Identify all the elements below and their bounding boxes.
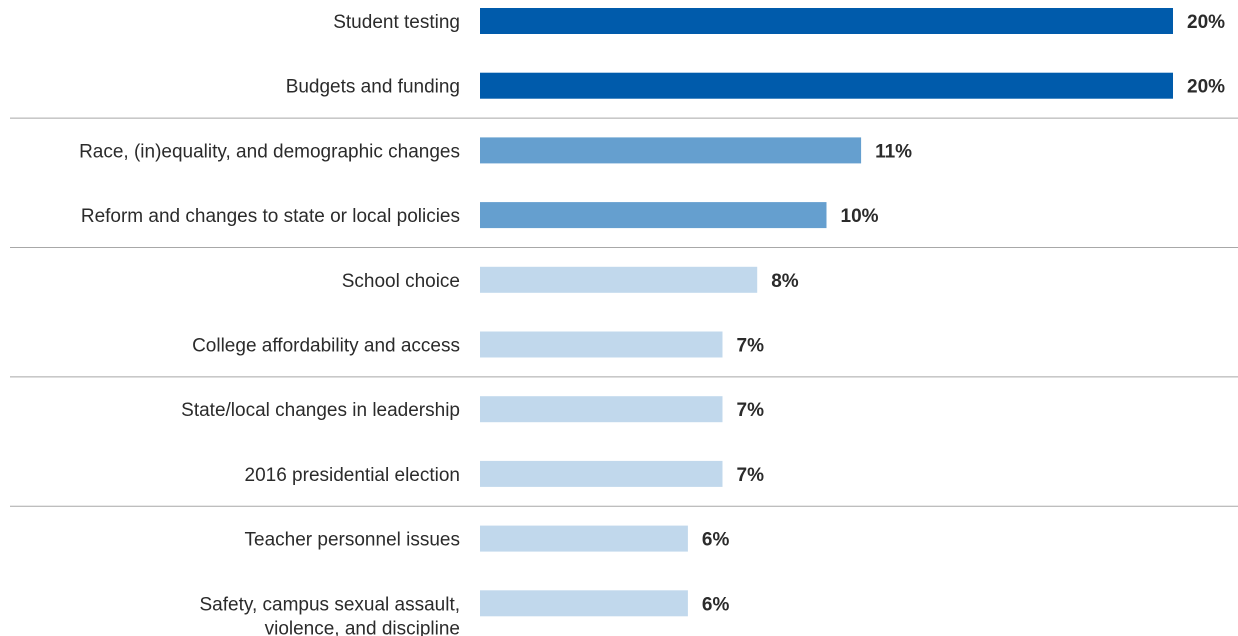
value-label-5: 8% [771, 271, 799, 292]
category-label-8: 2016 presidential election [245, 465, 461, 486]
bar-9 [480, 525, 688, 552]
bar-5 [480, 266, 758, 293]
value-label-8: 7% [737, 465, 765, 486]
value-label-7: 7% [737, 400, 765, 421]
bar-4 [480, 202, 827, 229]
bar-1 [480, 8, 1173, 34]
value-label-10: 6% [702, 594, 730, 615]
bars-group [480, 8, 1173, 617]
bar-6 [480, 331, 723, 358]
value-label-4: 10% [841, 206, 879, 227]
category-labels: Student testing Budgets and funding Race, … [79, 12, 460, 636]
category-label-9: Teacher personnel issues [245, 530, 460, 551]
value-label-6: 7% [737, 336, 765, 357]
bar-2 [480, 72, 1173, 99]
category-label-5: School choice [342, 271, 460, 292]
category-label-1: Student testing [333, 12, 460, 33]
bar-10 [480, 590, 688, 617]
bar-7 [480, 396, 723, 423]
value-label-1: 20% [1187, 12, 1225, 33]
bar-3 [480, 137, 862, 164]
group-separators [10, 117, 1238, 507]
category-label-6: College affordability and access [192, 336, 460, 357]
value-label-3: 11% [875, 141, 912, 162]
category-label-4: Reform and changes to state or local pol… [81, 206, 460, 227]
category-label-2: Budgets and funding [286, 77, 460, 98]
value-labels: 20% 20% 11% 10% 8% 7% 7% 7% 6% 6% [702, 12, 1225, 615]
value-label-2: 20% [1187, 77, 1225, 98]
bar-8 [480, 460, 723, 487]
category-label-7: State/local changes in leadership [181, 400, 460, 421]
category-label-10: Safety, campus sexual assault, violence, … [200, 594, 461, 636]
category-label-3: Race, (in)equality, and demographic chan… [79, 141, 460, 162]
value-label-9: 6% [702, 530, 730, 551]
